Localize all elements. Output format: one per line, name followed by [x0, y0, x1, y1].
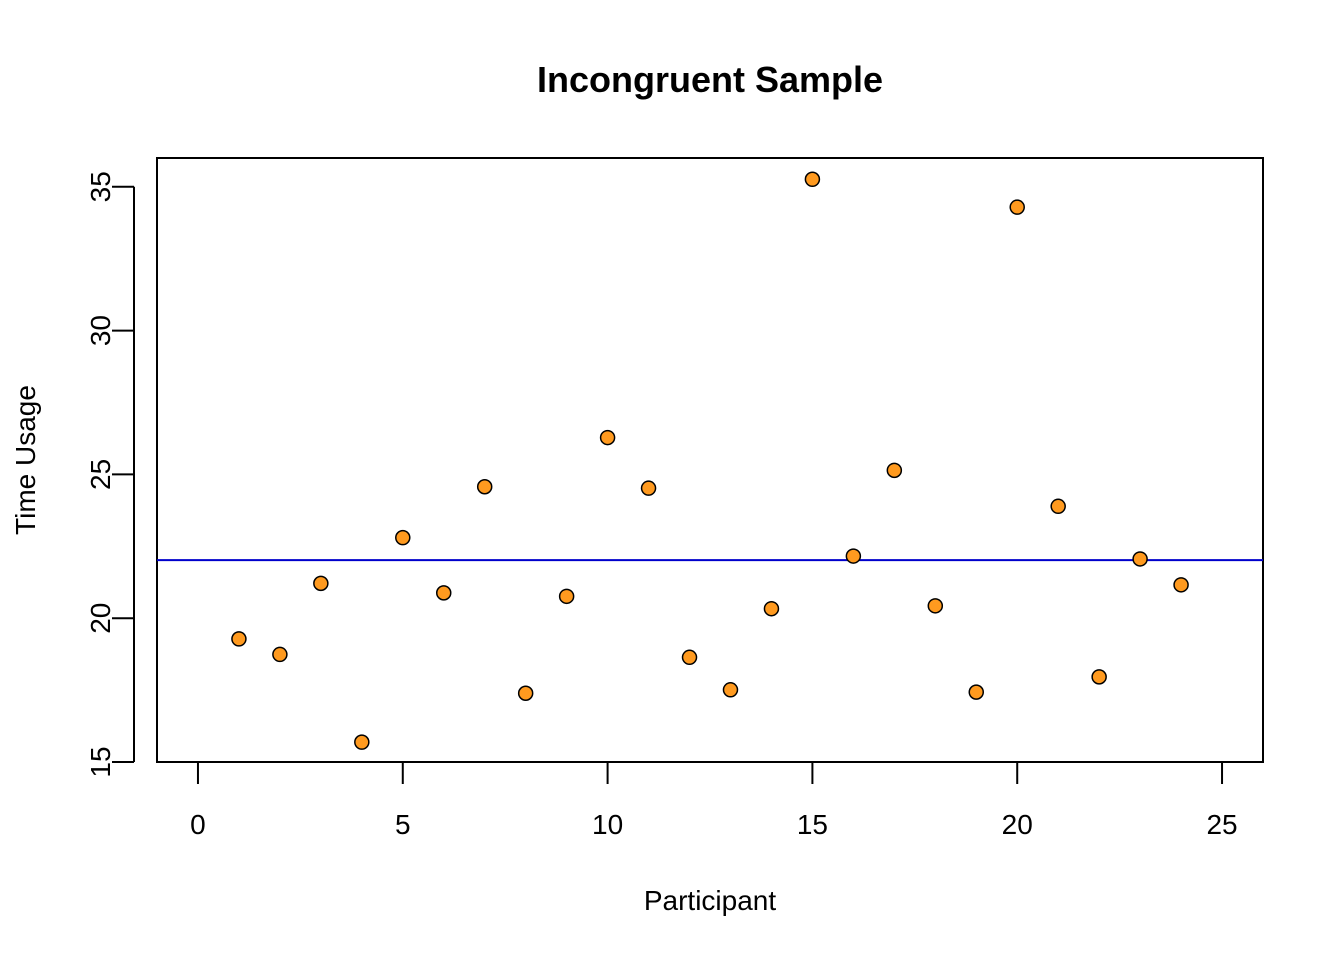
data-point: [1009, 199, 1025, 215]
data-point: [435, 585, 452, 601]
data-point: [1132, 551, 1148, 567]
data-point: [681, 649, 698, 666]
data-point: [1050, 498, 1066, 515]
data-point: [968, 684, 985, 700]
y-tick-label: 35: [85, 171, 116, 202]
data-point: [517, 685, 534, 702]
data-point: [313, 575, 329, 592]
data-point: [845, 548, 862, 564]
x-tick-label: 20: [1002, 809, 1033, 840]
y-tick-label: 20: [85, 603, 116, 634]
x-tick-label: 0: [190, 809, 206, 840]
y-tick-label: 30: [85, 315, 116, 346]
data-point: [558, 588, 575, 605]
data-points: [231, 171, 1189, 750]
y-tick-label: 15: [85, 746, 116, 777]
x-tick-label: 5: [395, 809, 411, 840]
data-point: [1091, 669, 1107, 685]
data-point: [640, 480, 657, 496]
data-point: [804, 171, 821, 188]
chart-title: Incongruent Sample: [537, 59, 883, 100]
y-axis-label: Time Usage: [10, 385, 41, 535]
x-tick-label: 15: [797, 809, 828, 840]
x-axis-label: Participant: [644, 885, 777, 916]
data-point: [476, 478, 493, 495]
data-point: [231, 631, 247, 647]
x-tick-label: 10: [592, 809, 623, 840]
data-point: [272, 646, 288, 663]
data-point: [1173, 577, 1189, 593]
data-point: [354, 734, 370, 750]
x-tick-label: 25: [1206, 809, 1237, 840]
x-axis: 0 5 10 15 20 25: [190, 761, 1238, 840]
data-point: [722, 682, 739, 698]
y-axis: 15 20 25 30 35: [85, 171, 135, 778]
data-point: [763, 600, 780, 617]
data-point: [927, 598, 944, 614]
data-point: [395, 529, 411, 546]
data-point: [886, 462, 903, 479]
y-tick-label: 25: [85, 459, 116, 490]
data-point: [599, 429, 616, 446]
